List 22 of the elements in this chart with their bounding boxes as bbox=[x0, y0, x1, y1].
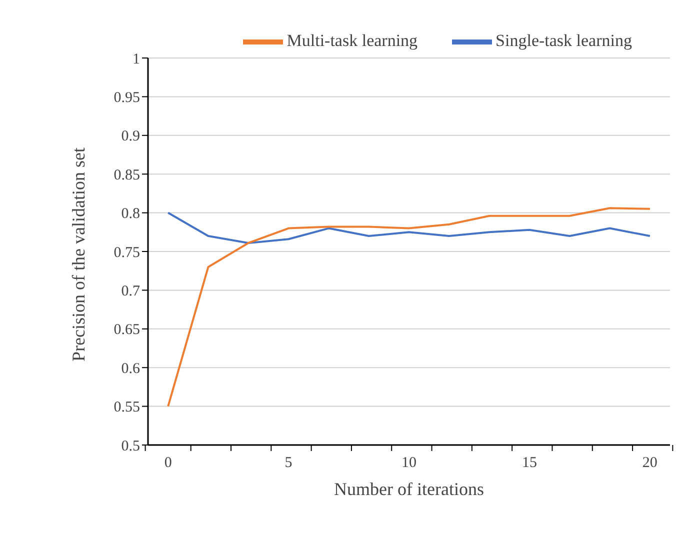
x-tick-label: 15 bbox=[522, 455, 537, 471]
line-series bbox=[167, 212, 651, 244]
y-axis-title: Precision of the validation set bbox=[68, 148, 88, 362]
y-tick-label: 0.75 bbox=[114, 244, 140, 261]
legend-label: Single-task learning bbox=[496, 30, 632, 50]
y-tick-label: 0.65 bbox=[114, 322, 140, 338]
x-tick-label: 10 bbox=[402, 455, 416, 471]
y-tick-label: 0.9 bbox=[121, 128, 140, 145]
y-tick-label: 0.6 bbox=[121, 360, 140, 377]
x-axis-title: Number of iterations bbox=[334, 479, 484, 499]
y-tick-label: 0.7 bbox=[121, 284, 140, 300]
x-tick-label: 0 bbox=[164, 455, 172, 471]
y-tick-label: 0.85 bbox=[114, 167, 140, 184]
y-tick-label: 0.55 bbox=[114, 400, 140, 416]
y-tick-label: 0.95 bbox=[114, 90, 140, 106]
y-tick-label: 0.5 bbox=[121, 438, 140, 454]
y-tick-label: 0.8 bbox=[121, 206, 140, 222]
x-tick-label: 20 bbox=[642, 455, 658, 471]
legend-label: Multi-task learning bbox=[286, 30, 418, 50]
y-tick-label: 1 bbox=[132, 51, 140, 68]
x-tick-label: 5 bbox=[284, 455, 292, 471]
line-series bbox=[167, 207, 651, 408]
